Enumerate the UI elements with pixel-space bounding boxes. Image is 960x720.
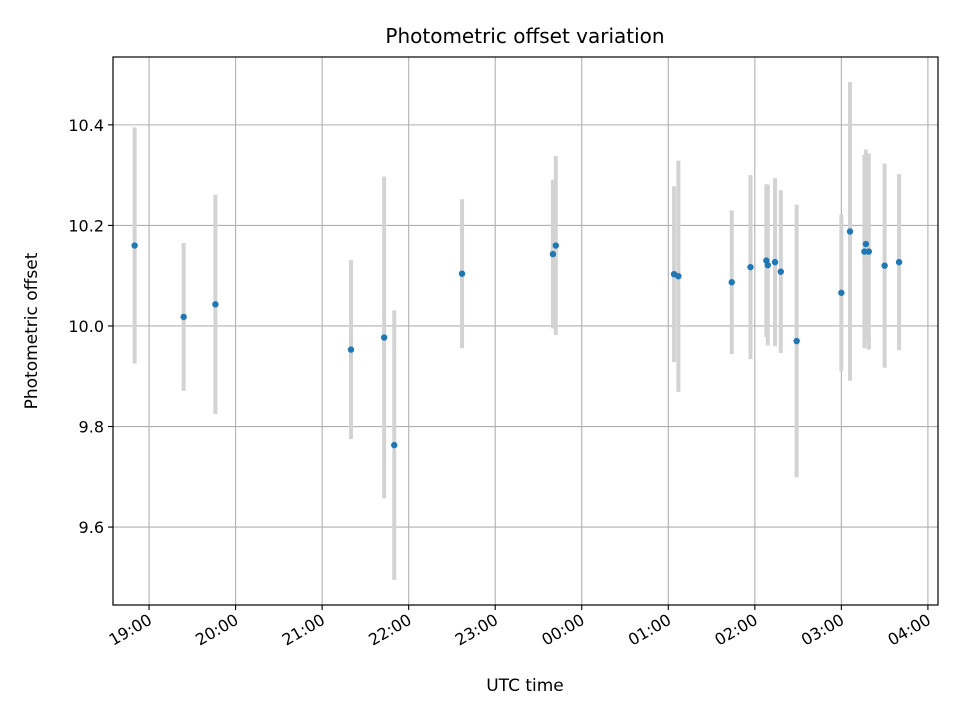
- data-point: [458, 270, 466, 277]
- y-tick-label: 10.2: [68, 216, 104, 235]
- y-tick-label: 10.4: [68, 116, 104, 135]
- data-point: [838, 289, 845, 296]
- plot-frame: [112, 56, 939, 606]
- data-point: [764, 261, 772, 269]
- x-axis-label: UTC time: [486, 676, 564, 696]
- data-point: [881, 262, 888, 269]
- grid-lines: [113, 57, 938, 605]
- data-point: [552, 242, 559, 249]
- data-point: [865, 248, 872, 255]
- data-point: [793, 337, 800, 345]
- y-tick-label: 9.6: [79, 518, 104, 537]
- y-axis-label: Photometric offset: [22, 252, 42, 409]
- data-point: [391, 441, 398, 449]
- y-axis-ticks: 9.6 9.8 10.0 10.2 10.4: [68, 116, 113, 537]
- data-point: [771, 258, 779, 266]
- data-point: [180, 313, 187, 321]
- data-point: [846, 228, 854, 235]
- data-point: [747, 263, 754, 271]
- data-point: [862, 240, 870, 248]
- data-point: [895, 258, 903, 266]
- data-point: [675, 273, 682, 280]
- data-point: [549, 250, 557, 258]
- data-point: [131, 242, 138, 249]
- data-point: [212, 301, 219, 308]
- data-point: [347, 346, 355, 353]
- data-point: [777, 268, 784, 275]
- data-points: [131, 228, 903, 449]
- chart-title: Photometric offset variation: [385, 24, 664, 48]
- data-point: [728, 279, 735, 286]
- data-point: [380, 334, 388, 341]
- y-tick-label: 10.0: [68, 317, 104, 336]
- y-tick-label: 9.8: [79, 418, 104, 437]
